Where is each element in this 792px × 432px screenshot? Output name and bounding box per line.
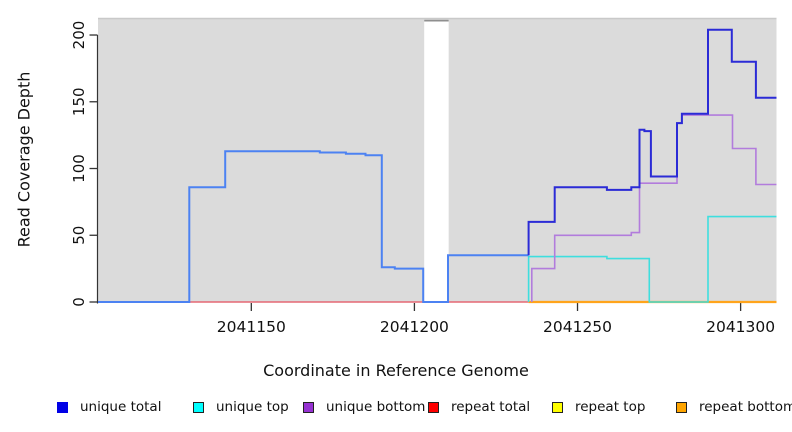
- legend-item-repeat-top: repeat top: [552, 398, 645, 416]
- y-axis-title: Read Coverage Depth: [14, 71, 34, 248]
- series-unique-total: [527, 28, 777, 256]
- legend-item-repeat-bottom: repeat bottom: [676, 398, 792, 416]
- unique-bottom-swatch-icon: [303, 401, 314, 413]
- legend-label: unique top: [216, 399, 289, 415]
- y-tick-label: 50: [70, 226, 88, 245]
- x-axis-title: Coordinate in Reference Genome: [263, 361, 529, 380]
- y-tick-label: 100: [70, 154, 88, 183]
- y-tick-label: 0: [70, 297, 88, 307]
- y-tick-label: 150: [70, 87, 88, 116]
- series-unique-bottom: [530, 114, 777, 302]
- legend-label: unique total: [80, 399, 162, 415]
- x-tick-label: 2041150: [217, 318, 286, 336]
- legend-label: unique bottom: [326, 399, 426, 415]
- unique-top-swatch-icon: [193, 401, 204, 413]
- legend-item-unique-bottom: unique bottom: [303, 398, 425, 416]
- legend-label: repeat top: [575, 399, 646, 415]
- plot-legend: unique total unique top unique bottom re…: [0, 398, 792, 420]
- legend-item-unique-top: unique top: [193, 398, 289, 416]
- y-tick-label: 200: [70, 21, 88, 50]
- legend-item-unique-total: unique total: [57, 398, 161, 416]
- repeat-total-swatch-icon: [428, 401, 439, 413]
- legend-item-repeat-total: repeat total: [428, 398, 530, 416]
- legend-label: repeat total: [451, 399, 531, 415]
- masked-region: [424, 19, 449, 303]
- x-tick-label: 2041250: [543, 318, 612, 336]
- unique-total-swatch-icon: [57, 401, 68, 413]
- x-tick-label: 2041200: [380, 318, 449, 336]
- series-unique-total: [98, 150, 529, 303]
- x-tick-label: 2041300: [706, 318, 775, 336]
- repeat-bottom-swatch-icon: [676, 401, 687, 413]
- coverage-plot: 0 50 100 150 200 2041150 2041200 2041250 2041300: [70, 17, 777, 336]
- legend-label: repeat bottom: [699, 399, 792, 415]
- repeat-top-swatch-icon: [552, 401, 563, 413]
